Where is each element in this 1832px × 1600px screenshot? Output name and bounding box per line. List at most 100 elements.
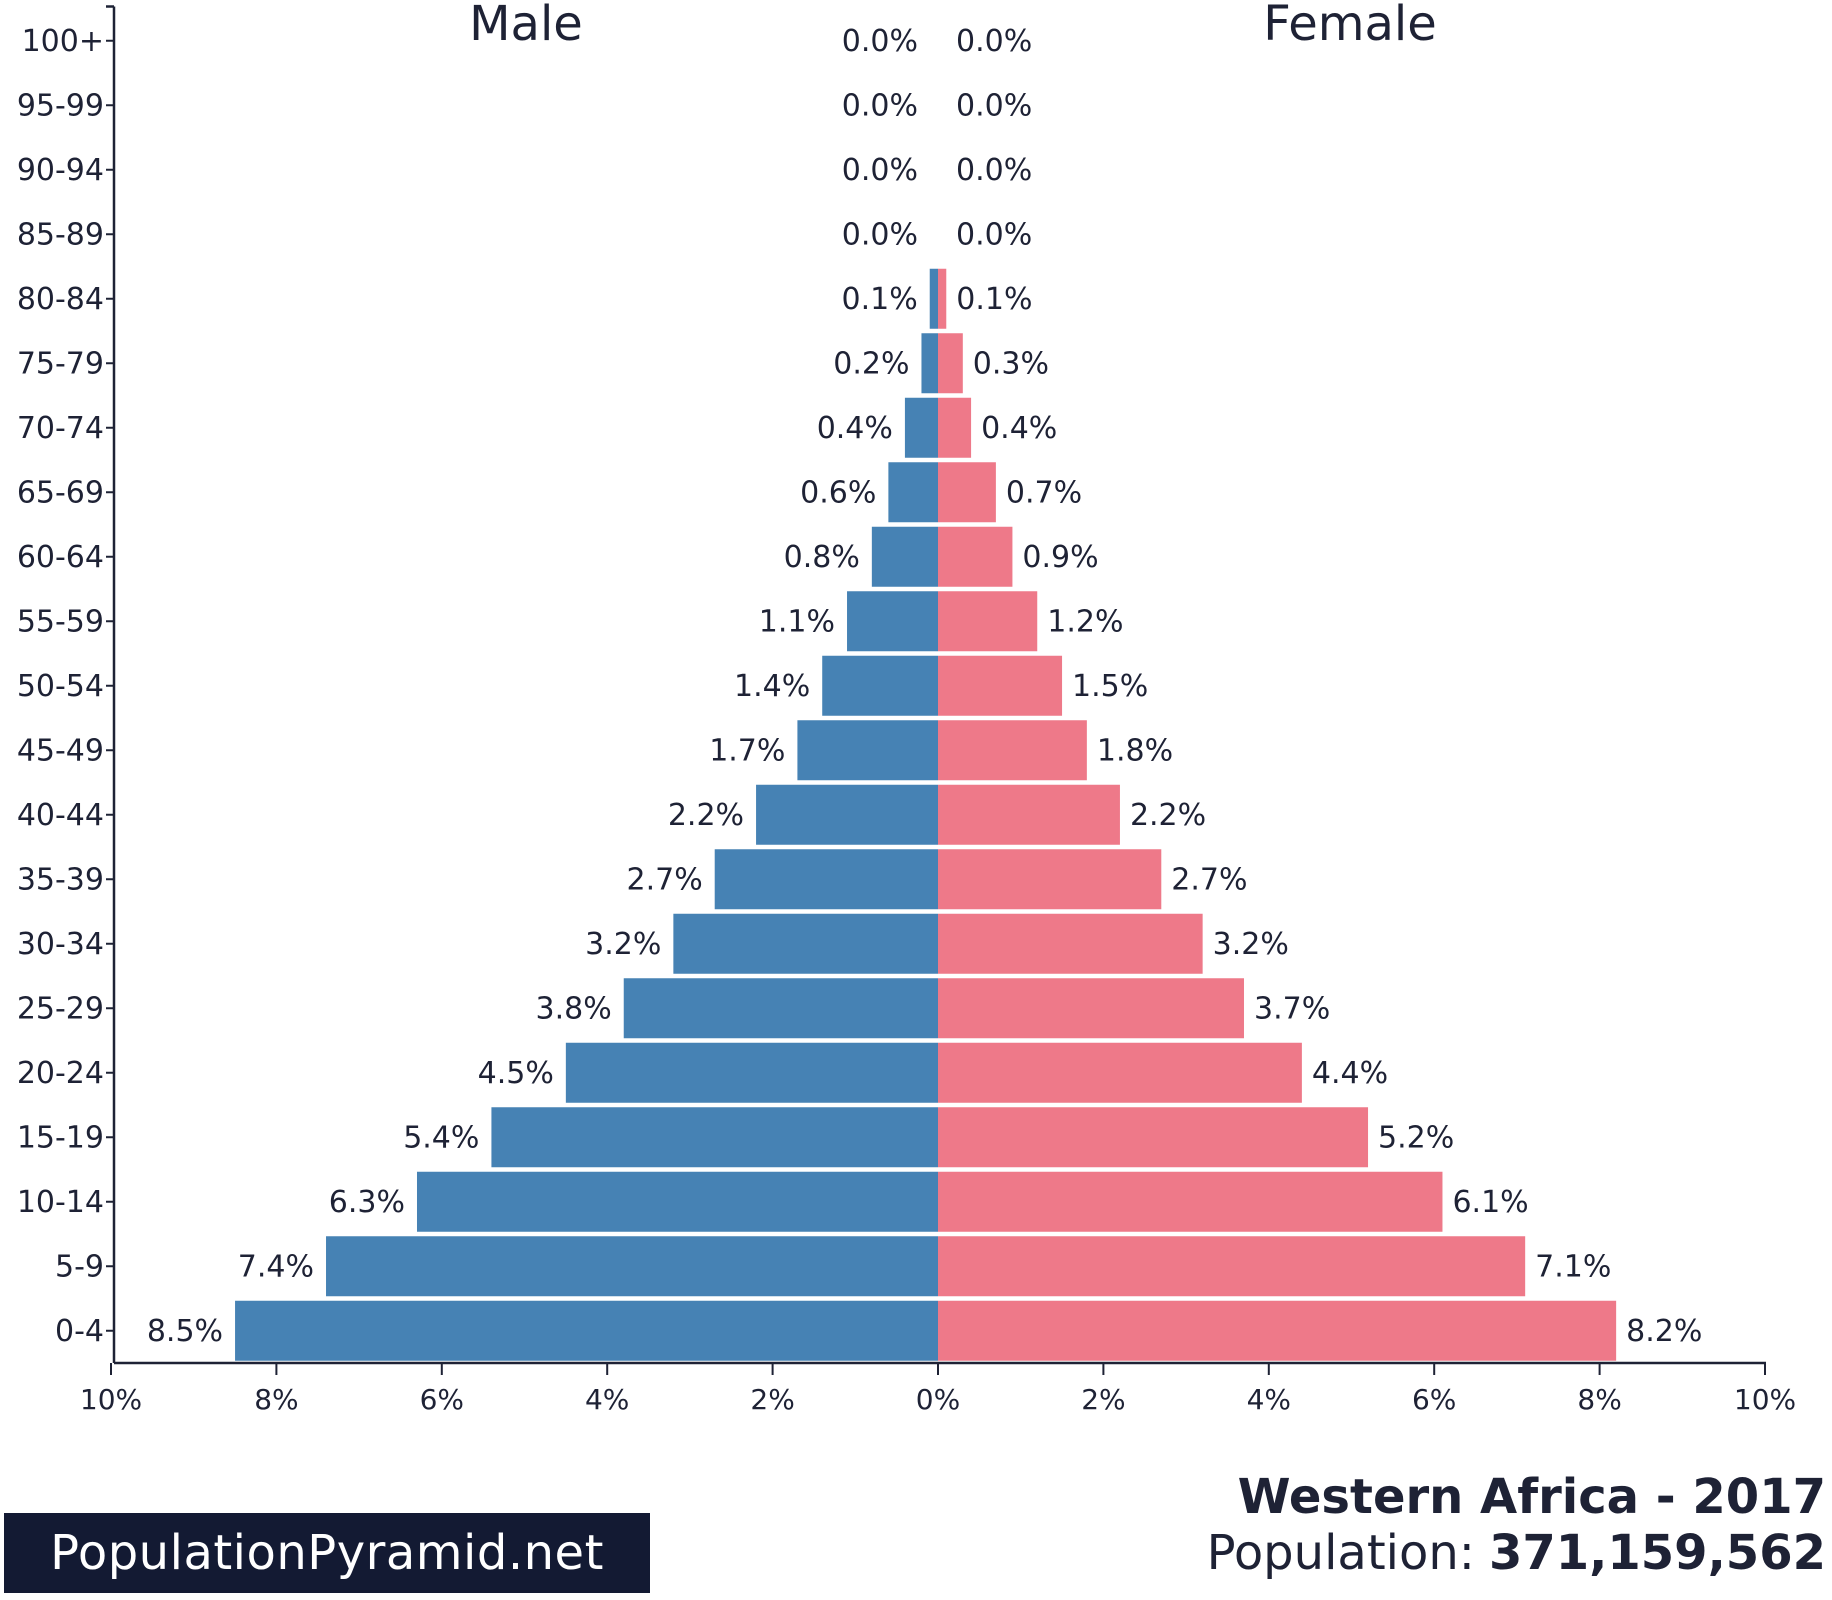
bar-male-35-39 [714, 849, 938, 910]
value-label-male-30-34: 3.2% [585, 927, 661, 962]
bar-male-70-74 [904, 397, 938, 458]
age-label-85-89: 85-89 [17, 217, 104, 252]
value-label-male-65-69: 0.6% [800, 475, 876, 510]
bar-male-55-59 [847, 591, 938, 652]
x-tick-label: 4% [585, 1383, 629, 1416]
age-label-95-99: 95-99 [17, 88, 104, 123]
bar-male-0-4 [235, 1300, 939, 1361]
bar-female-70-74 [938, 397, 972, 458]
value-label-female-100+: 0.0% [956, 24, 1032, 59]
value-label-male-10-14: 6.3% [329, 1185, 405, 1220]
value-label-female-70-74: 0.4% [981, 411, 1057, 446]
age-label-90-94: 90-94 [17, 153, 104, 188]
value-label-female-5-9: 7.1% [1535, 1249, 1611, 1284]
value-label-male-55-59: 1.1% [759, 604, 835, 639]
female-title: Female [1263, 0, 1437, 52]
bar-male-60-64 [871, 526, 938, 587]
x-tick-label: 0% [916, 1383, 960, 1416]
age-label-5-9: 5-9 [55, 1249, 104, 1284]
population-line: Population: 371,159,562 [1207, 1525, 1826, 1581]
value-label-male-15-19: 5.4% [403, 1120, 479, 1155]
value-label-male-5-9: 7.4% [238, 1249, 314, 1284]
value-label-female-35-39: 2.7% [1171, 862, 1247, 897]
value-label-female-50-54: 1.5% [1072, 669, 1148, 704]
x-tick-label: 10% [80, 1383, 142, 1416]
age-label-45-49: 45-49 [17, 733, 104, 768]
value-label-male-0-4: 8.5% [147, 1314, 223, 1349]
bar-female-65-69 [938, 462, 996, 523]
bar-male-10-14 [416, 1171, 938, 1232]
value-label-female-15-19: 5.2% [1378, 1120, 1454, 1155]
bar-female-25-29 [938, 978, 1244, 1039]
chart-title: Western Africa - 2017 [1238, 1469, 1826, 1525]
bar-female-20-24 [938, 1042, 1302, 1103]
bar-male-45-49 [797, 720, 938, 781]
value-label-male-40-44: 2.2% [668, 798, 744, 833]
value-label-female-95-99: 0.0% [956, 88, 1032, 123]
value-label-female-0-4: 8.2% [1626, 1314, 1702, 1349]
bar-female-0-4 [938, 1300, 1617, 1361]
x-tick-label: 8% [254, 1383, 298, 1416]
value-label-female-90-94: 0.0% [956, 153, 1032, 188]
bar-male-80-84 [929, 268, 938, 329]
brand-text: PopulationPyramid.net [50, 1525, 604, 1581]
bar-male-5-9 [326, 1236, 938, 1297]
bar-female-45-49 [938, 720, 1087, 781]
bar-male-25-29 [623, 978, 938, 1039]
value-label-male-25-29: 3.8% [536, 991, 612, 1026]
value-label-female-60-64: 0.9% [1022, 540, 1098, 575]
value-label-female-75-79: 0.3% [973, 346, 1049, 381]
bar-female-35-39 [938, 849, 1162, 910]
value-label-male-80-84: 0.1% [842, 282, 918, 317]
x-tick-label: 2% [750, 1383, 794, 1416]
brand-logo[interactable]: PopulationPyramid.net [4, 1513, 650, 1593]
age-label-30-34: 30-34 [17, 927, 104, 962]
age-label-20-24: 20-24 [17, 1056, 104, 1091]
age-label-0-4: 0-4 [55, 1314, 104, 1349]
age-label-70-74: 70-74 [17, 411, 104, 446]
x-tick-label: 2% [1081, 1383, 1125, 1416]
age-label-80-84: 80-84 [17, 282, 104, 317]
value-label-female-85-89: 0.0% [956, 217, 1032, 252]
bar-female-50-54 [938, 655, 1063, 716]
population-value: 371,159,562 [1489, 1525, 1826, 1581]
x-tick-label: 6% [420, 1383, 464, 1416]
age-label-55-59: 55-59 [17, 604, 104, 639]
value-label-male-45-49: 1.7% [709, 733, 785, 768]
axes-group [106, 5, 1766, 1375]
bar-male-30-34 [673, 913, 938, 974]
bar-male-65-69 [888, 462, 938, 523]
bars-group [235, 268, 1617, 1361]
bar-female-60-64 [938, 526, 1013, 587]
bar-male-40-44 [756, 784, 938, 845]
bar-female-80-84 [938, 268, 947, 329]
bar-female-5-9 [938, 1236, 1526, 1297]
age-label-10-14: 10-14 [17, 1185, 104, 1220]
value-label-male-60-64: 0.8% [784, 540, 860, 575]
value-label-male-35-39: 2.7% [626, 862, 702, 897]
value-label-male-70-74: 0.4% [817, 411, 893, 446]
value-label-female-10-14: 6.1% [1452, 1185, 1528, 1220]
value-label-female-25-29: 3.7% [1254, 991, 1330, 1026]
value-label-female-40-44: 2.2% [1130, 798, 1206, 833]
value-label-male-20-24: 4.5% [478, 1056, 554, 1091]
bar-male-15-19 [491, 1107, 938, 1168]
age-label-50-54: 50-54 [17, 669, 104, 704]
x-tick-label: 10% [1734, 1383, 1796, 1416]
value-label-female-30-34: 3.2% [1213, 927, 1289, 962]
age-label-15-19: 15-19 [17, 1120, 104, 1155]
age-label-60-64: 60-64 [17, 540, 104, 575]
value-label-male-90-94: 0.0% [842, 153, 918, 188]
bar-male-20-24 [565, 1042, 938, 1103]
bar-male-50-54 [822, 655, 938, 716]
age-label-65-69: 65-69 [17, 475, 104, 510]
x-tick-label: 4% [1247, 1383, 1291, 1416]
labels-group: 0-4 8.5% 8.2% 5-9 7.4% 7.1% 10-14 6.3% 6.1% 15-19… [17, 24, 1796, 1416]
x-tick-label: 6% [1412, 1383, 1456, 1416]
value-label-male-75-79: 0.2% [833, 346, 909, 381]
bar-female-75-79 [938, 333, 963, 394]
value-label-female-20-24: 4.4% [1312, 1056, 1388, 1091]
value-label-female-55-59: 1.2% [1047, 604, 1123, 639]
value-label-female-45-49: 1.8% [1097, 733, 1173, 768]
